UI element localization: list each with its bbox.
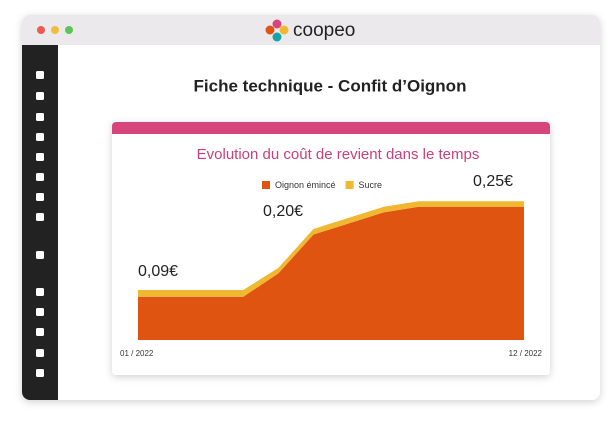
nav-icon[interactable]: [36, 193, 44, 201]
value-annotation: 0,20€: [263, 203, 303, 220]
legend-label: Sucre: [359, 180, 383, 190]
nav-icon[interactable]: [36, 251, 44, 259]
logo-text: coopeo: [293, 20, 355, 41]
maximize-dot[interactable]: [65, 26, 73, 34]
nav-icon[interactable]: [36, 349, 44, 357]
nav-icon[interactable]: [36, 288, 44, 296]
x-tick-label: 12 / 2022: [509, 349, 543, 358]
nav-icon[interactable]: [36, 308, 44, 316]
chart-title: Evolution du coût de revient dans le tem…: [197, 146, 480, 163]
nav-icon[interactable]: [36, 153, 44, 161]
nav-icon[interactable]: [36, 173, 44, 181]
nav-icon[interactable]: [36, 369, 44, 377]
legend-swatch: [262, 181, 270, 189]
nav-icon[interactable]: [36, 92, 44, 100]
sidebar: [22, 45, 58, 400]
nav-icon[interactable]: [36, 71, 44, 79]
nav-icon[interactable]: [36, 113, 44, 121]
close-dot[interactable]: [37, 26, 45, 34]
x-tick-label: 01 / 2022: [120, 349, 154, 358]
legend-swatch: [345, 181, 354, 189]
page-title: Fiche technique - Confit d’Oignon: [194, 76, 467, 95]
nav-icon[interactable]: [36, 213, 44, 221]
value-annotation: 0,09€: [138, 263, 178, 280]
card-header: [112, 122, 550, 134]
logo-icon: [265, 19, 289, 42]
legend-label: Oignon émincé: [275, 180, 336, 190]
nav-icon[interactable]: [36, 328, 44, 336]
area: [138, 206, 524, 340]
value-annotation: 0,25€: [473, 173, 513, 190]
title-bar: [22, 15, 600, 45]
nav-icon[interactable]: [36, 133, 44, 141]
minimize-dot[interactable]: [51, 26, 59, 34]
